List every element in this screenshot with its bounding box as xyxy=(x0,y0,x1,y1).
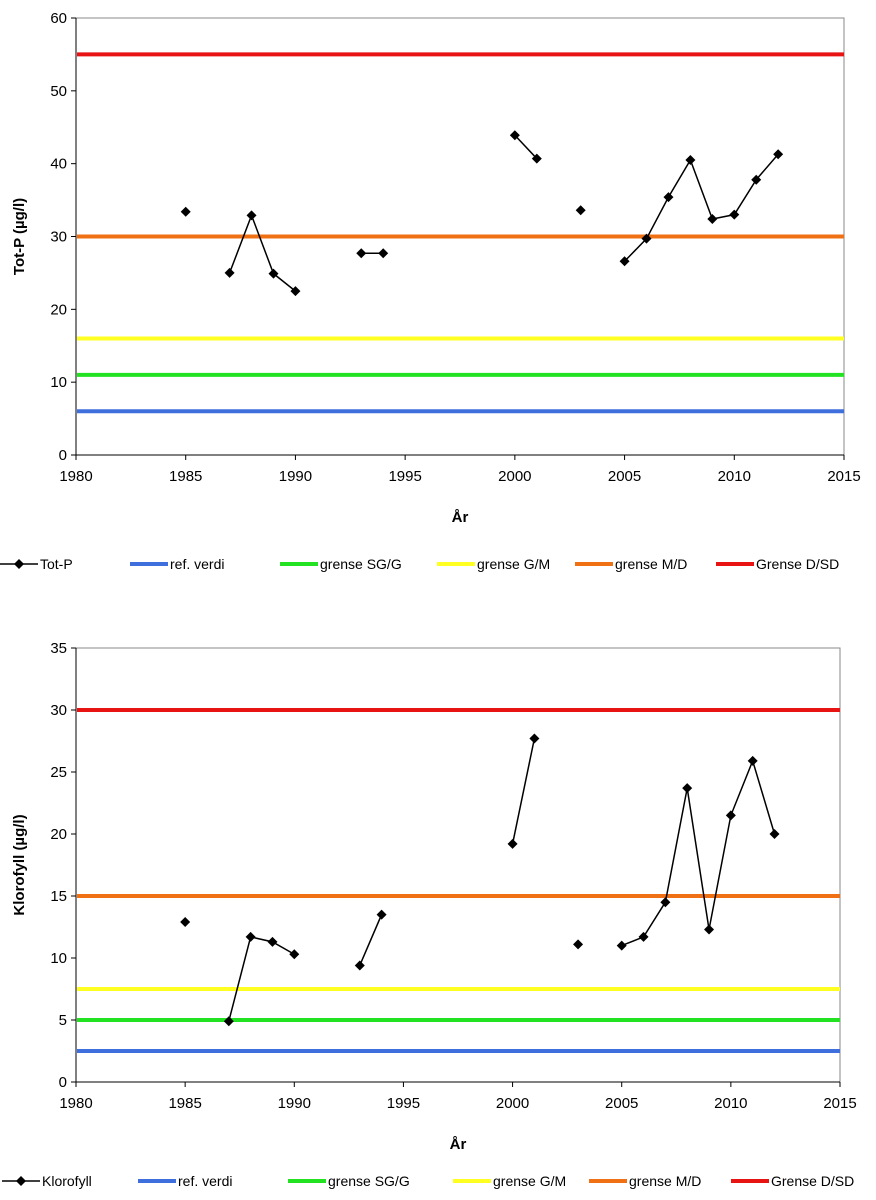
x-tick-label: 1990 xyxy=(278,1095,311,1112)
data-point xyxy=(290,286,301,297)
data-point xyxy=(663,192,674,203)
x-tick-label: 1985 xyxy=(168,1095,201,1112)
data-point xyxy=(180,917,191,928)
x-tick-label: 2015 xyxy=(823,1095,856,1112)
series-line xyxy=(511,738,536,845)
y-tick-label: 50 xyxy=(50,83,67,100)
data-point xyxy=(573,939,584,950)
y-tick-label: 25 xyxy=(50,764,67,781)
y-tick-label: 35 xyxy=(50,640,67,657)
data-point xyxy=(685,155,696,166)
y-tick-label: 20 xyxy=(50,826,67,843)
series-line xyxy=(359,914,383,966)
x-tick-label: 2015 xyxy=(827,468,860,485)
y-tick-label: 60 xyxy=(50,10,67,27)
data-point xyxy=(378,248,389,259)
data-point xyxy=(376,909,387,920)
data-point xyxy=(773,149,784,160)
x-tick-label: 2005 xyxy=(608,468,641,485)
data-point xyxy=(707,214,718,225)
data-point xyxy=(729,209,740,220)
legend-label: grense G/M xyxy=(493,1173,566,1189)
legend-label: Grense D/SD xyxy=(756,556,839,572)
data-point xyxy=(180,206,191,217)
series-line xyxy=(228,213,296,292)
data-point xyxy=(616,940,627,951)
legend-label: grense SG/G xyxy=(320,556,402,572)
data-point xyxy=(224,267,235,278)
x-tick-label: 1990 xyxy=(279,468,312,485)
legend-label: Grense D/SD xyxy=(771,1173,854,1189)
data-point xyxy=(267,936,278,947)
y-tick-label: 30 xyxy=(50,229,67,246)
data-point xyxy=(641,233,652,244)
series-line xyxy=(624,153,779,262)
data-point xyxy=(268,268,279,279)
x-tick-label: 1980 xyxy=(59,468,92,485)
data-point xyxy=(575,205,586,216)
y-tick-label: 30 xyxy=(50,702,67,719)
legend-label: grense SG/G xyxy=(328,1173,410,1189)
data-point xyxy=(725,810,736,821)
data-point xyxy=(356,248,367,259)
data-point xyxy=(531,153,542,164)
x-tick-label: 2000 xyxy=(496,1095,529,1112)
totp-chart-svg: 0 10 20 30 40 50 60 1980 1985 1990 1995 2000 2005 201… xyxy=(0,10,861,572)
x-tick-label: 1985 xyxy=(169,468,202,485)
klorofyll-chart: 0 5 10 15 20 25 30 35 1980 1985 1990 1995 2000 2005 20… xyxy=(0,630,876,1200)
series-line xyxy=(621,758,776,947)
data-point xyxy=(223,1016,234,1027)
y-tick-label: 0 xyxy=(59,1074,67,1091)
data-point xyxy=(289,949,300,960)
data-point xyxy=(638,931,649,942)
data-point xyxy=(619,256,630,267)
data-point xyxy=(682,783,693,794)
data-point xyxy=(751,174,762,185)
legend-label: ref. verdi xyxy=(178,1173,232,1189)
legend-label: grense G/M xyxy=(477,556,550,572)
x-tick-label: 2010 xyxy=(718,468,751,485)
x-tick-label: 2010 xyxy=(714,1095,747,1112)
legend-swatch-marker xyxy=(16,1176,26,1186)
totp-chart: 0 10 20 30 40 50 60 1980 1985 1990 1995 2000 2005 201… xyxy=(0,0,876,590)
y-tick-label: 20 xyxy=(50,301,67,318)
x-tick-label: 1980 xyxy=(59,1095,92,1112)
data-point xyxy=(507,838,518,849)
data-point xyxy=(660,897,671,908)
y-tick-label: 0 xyxy=(59,447,67,464)
data-point xyxy=(769,829,780,839)
y-axis-title: Tot-P (µg/l) xyxy=(11,198,28,275)
legend-label: grense M/D xyxy=(629,1173,701,1189)
legend-label: ref. verdi xyxy=(170,556,224,572)
data-point xyxy=(509,130,520,141)
klorofyll-chart-svg: 0 5 10 15 20 25 30 35 1980 1985 1990 1995 2000 2005 20… xyxy=(2,640,857,1189)
x-axis-title: År xyxy=(450,1136,467,1153)
legend-label: Klorofyll xyxy=(42,1173,92,1189)
series-line xyxy=(514,134,538,160)
x-tick-label: 2005 xyxy=(605,1095,638,1112)
x-tick-label: 2000 xyxy=(498,468,531,485)
y-tick-label: 10 xyxy=(50,950,67,967)
data-point xyxy=(246,210,257,221)
x-tick-label: 1995 xyxy=(387,1095,420,1112)
data-point xyxy=(704,924,715,935)
data-point xyxy=(245,931,256,942)
data-point xyxy=(354,960,365,971)
y-tick-label: 10 xyxy=(50,374,67,391)
x-tick-label: 1995 xyxy=(388,468,421,485)
data-point xyxy=(747,755,758,766)
y-tick-label: 15 xyxy=(50,888,67,905)
y-tick-label: 40 xyxy=(50,156,67,173)
data-point xyxy=(529,733,540,744)
plot-area xyxy=(75,647,841,1083)
legend-label: grense M/D xyxy=(615,556,687,572)
y-tick-label: 5 xyxy=(59,1012,67,1029)
legend-label: Tot-P xyxy=(40,556,73,572)
series-line xyxy=(228,936,295,1022)
y-axis-title: Klorofyll (µg/l) xyxy=(11,814,28,915)
legend-swatch-marker xyxy=(14,559,24,569)
x-axis-title: År xyxy=(452,509,469,526)
